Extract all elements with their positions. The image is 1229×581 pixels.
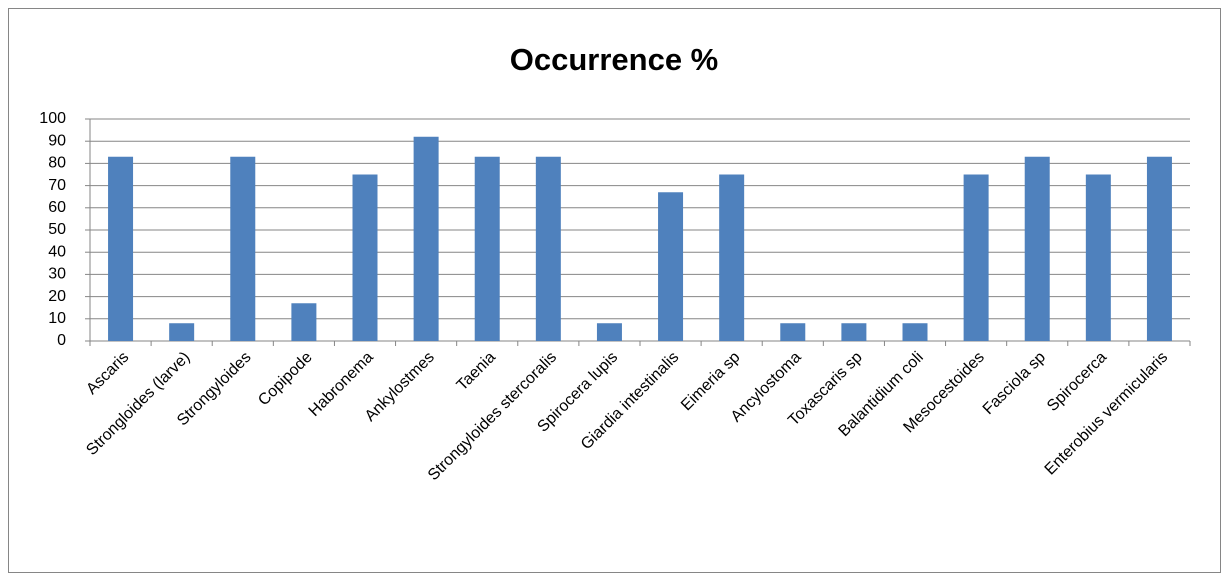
bar — [413, 136, 439, 341]
bar — [352, 174, 378, 341]
y-tick-label: 40 — [48, 243, 66, 260]
bar — [841, 323, 867, 341]
chart-frame — [8, 8, 1221, 573]
bar — [902, 323, 928, 341]
bar — [1024, 156, 1050, 341]
bar — [169, 323, 195, 341]
bar — [1146, 156, 1172, 341]
y-tick-label: 70 — [48, 177, 66, 194]
bar — [230, 156, 256, 341]
y-tick-label: 30 — [48, 266, 66, 283]
y-tick-label: 0 — [57, 332, 66, 349]
bar — [535, 156, 561, 341]
bar — [108, 156, 134, 341]
y-tick-label: 80 — [48, 155, 66, 172]
bar — [719, 174, 745, 341]
y-tick-label: 10 — [48, 310, 66, 327]
y-tick-label: 20 — [48, 288, 66, 305]
bar — [291, 303, 317, 341]
bar — [596, 323, 622, 341]
y-tick-label: 90 — [48, 132, 66, 149]
bar — [780, 323, 806, 341]
bar — [963, 174, 989, 341]
y-tick-label: 50 — [48, 221, 66, 238]
bar — [1085, 174, 1111, 341]
bar — [658, 192, 684, 341]
chart-title: Occurrence % — [510, 42, 719, 77]
y-tick-label: 100 — [39, 110, 66, 127]
bar — [474, 156, 500, 341]
y-tick-label: 60 — [48, 199, 66, 216]
